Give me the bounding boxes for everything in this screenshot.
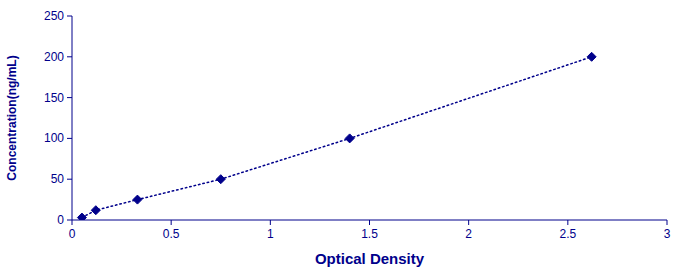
y-tick-label: 0: [57, 213, 64, 227]
background: [0, 0, 689, 272]
y-tick: [67, 97, 72, 98]
y-tick-label: 200: [44, 50, 64, 64]
y-tick-label: 100: [44, 131, 64, 145]
y-tick: [67, 179, 72, 180]
axes: 0 0.5 1 1.5 2 2.5 3 0 50 100 150 200 250: [44, 9, 671, 241]
y-axis-line: [72, 16, 73, 220]
x-axis-label: Optical Density: [315, 250, 425, 267]
x-tick-label: 1: [267, 227, 274, 241]
data-point: [345, 134, 354, 143]
y-tick-label: 150: [44, 91, 64, 105]
x-tick: [270, 220, 271, 225]
y-tick-label: 250: [44, 9, 64, 23]
series: [77, 52, 596, 220]
x-tick-label: 0: [69, 227, 76, 241]
y-tick: [67, 56, 72, 57]
y-tick: [67, 220, 72, 221]
x-tick: [72, 220, 73, 225]
data-line: [82, 57, 592, 218]
x-tick: [171, 220, 172, 225]
x-tick-label: 2: [465, 227, 472, 241]
x-tick-label: 0.5: [163, 227, 180, 241]
x-tick: [667, 220, 668, 225]
x-tick: [369, 220, 370, 225]
x-tick-label: 3: [664, 227, 671, 241]
data-point: [587, 52, 596, 61]
x-tick-label: 1.5: [361, 227, 378, 241]
y-tick-label: 50: [51, 172, 65, 186]
x-tick: [567, 220, 568, 225]
y-axis-label: Concentration(ng/mL): [5, 55, 19, 180]
chart-container: 0 0.5 1 1.5 2 2.5 3 0 50 100 150 200 250 Optical Dens…: [0, 0, 689, 272]
data-point: [133, 195, 142, 204]
data-point: [91, 206, 100, 215]
y-tick: [67, 138, 72, 139]
x-tick: [468, 220, 469, 225]
x-tick-label: 2.5: [559, 227, 576, 241]
y-tick: [67, 16, 72, 17]
data-point: [77, 213, 86, 220]
data-point: [216, 175, 225, 184]
chart: 0 0.5 1 1.5 2 2.5 3 0 50 100 150 200 250 Optical Dens…: [0, 0, 689, 272]
